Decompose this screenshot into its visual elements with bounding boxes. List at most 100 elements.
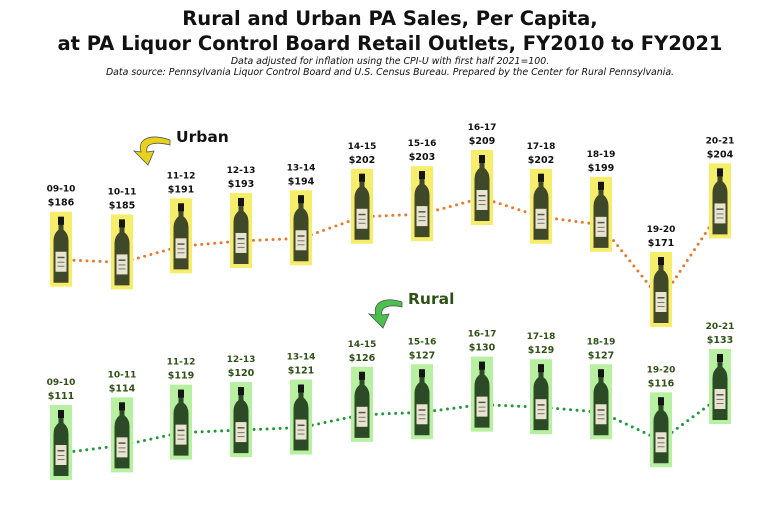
data-point: 16-17 $130 xyxy=(468,330,497,432)
category-label: 14-15 xyxy=(348,142,377,152)
data-point: 20-21 $204 xyxy=(706,136,735,239)
data-point: 17-18 $202 xyxy=(527,142,556,244)
bottle-label-text xyxy=(118,268,126,270)
bottle-label-text xyxy=(716,208,724,210)
bottle-label-text xyxy=(597,409,605,411)
chart-title-line-2: at PA Liquor Control Board Retail Outlet… xyxy=(57,32,723,55)
data-label: $130 xyxy=(469,343,496,354)
bottle-label-text xyxy=(57,256,65,259)
bottle-label-text xyxy=(478,204,486,205)
bottle-label-text xyxy=(297,244,305,246)
bottle-foil xyxy=(419,369,425,378)
bottle-label-text xyxy=(358,218,366,220)
bottle-label-text xyxy=(297,240,305,242)
data-point: 10-11 $114 xyxy=(108,370,137,473)
bottle-foil xyxy=(119,402,125,411)
bottle-label-text xyxy=(537,409,545,411)
bottle-foil xyxy=(238,197,244,206)
data-point: 12-13 $193 xyxy=(227,166,256,268)
data-point: 19-20 $171 xyxy=(647,225,676,327)
bottle-label-text xyxy=(537,222,545,224)
category-label: 13-14 xyxy=(287,163,316,173)
bottle-foil xyxy=(298,195,304,204)
chart-subtitle-line-2: Data source: Pennsylvania Liquor Control… xyxy=(105,67,675,78)
bottle-label-text xyxy=(118,447,126,449)
category-label: 15-16 xyxy=(408,337,437,347)
category-label: 10-11 xyxy=(108,187,137,197)
category-label: 17-18 xyxy=(527,142,556,152)
data-label: $111 xyxy=(48,391,74,402)
data-label: $127 xyxy=(588,350,614,361)
bottle-foil xyxy=(58,410,64,418)
data-point: 12-13 $120 xyxy=(227,355,255,458)
category-label: 19-20 xyxy=(647,365,676,375)
bottle-label-text xyxy=(418,409,426,411)
category-label: 15-16 xyxy=(408,139,437,149)
bottle-foil xyxy=(298,384,304,393)
bottle-label-text xyxy=(57,455,65,456)
bottle-label-text xyxy=(57,459,65,460)
bottle-foil xyxy=(717,354,723,362)
category-label: 20-21 xyxy=(706,322,735,332)
data-point: 13-14 $121 xyxy=(287,353,315,455)
bottle-label-text xyxy=(177,429,185,432)
bottle-label-text xyxy=(177,438,185,440)
legend-label-rural: Rural xyxy=(408,290,454,308)
bottle-label-text xyxy=(237,237,245,240)
category-label: 18-19 xyxy=(587,337,616,347)
category-label: 18-19 xyxy=(587,150,616,160)
bottle-label-text xyxy=(118,442,126,444)
bottle-label-text xyxy=(358,420,366,422)
bottle-label-text xyxy=(657,302,665,303)
data-point: 10-11 $185 xyxy=(108,187,137,290)
bottle-label-text xyxy=(57,450,65,452)
bottle-foil xyxy=(598,181,604,190)
data-label: $129 xyxy=(528,345,554,356)
bottle-foil xyxy=(359,371,365,380)
data-label: $193 xyxy=(228,179,254,190)
category-label: 09-10 xyxy=(47,185,76,195)
bottle-foil xyxy=(238,387,244,396)
bottle-label-text xyxy=(537,413,545,415)
bottle-foil xyxy=(598,369,604,378)
data-point: 09-10 $111 xyxy=(47,378,75,480)
bottle-label-text xyxy=(657,446,665,448)
bottle-foil xyxy=(178,389,184,398)
bottle-label-text xyxy=(657,437,665,439)
category-label: 12-13 xyxy=(227,166,256,176)
data-point: 14-15 $126 xyxy=(348,340,376,442)
data-label: $171 xyxy=(648,238,674,249)
category-label: 10-11 xyxy=(108,370,137,380)
category-label: 20-21 xyxy=(706,136,735,146)
data-point: 09-10 $186 xyxy=(47,185,76,287)
category-label: 16-17 xyxy=(468,123,497,133)
bottle-label-text xyxy=(597,418,605,420)
bottle-label-text xyxy=(478,410,486,412)
bottle-foil xyxy=(479,155,485,163)
bottle-label-text xyxy=(418,418,426,420)
bottle-label-text xyxy=(716,403,724,404)
bottle-label-text xyxy=(57,265,65,267)
data-point: 18-19 $127 xyxy=(587,337,616,440)
bottle-label-text xyxy=(716,217,724,219)
bottle-label-text xyxy=(358,213,366,216)
data-label: $114 xyxy=(109,383,136,394)
bottle-label-text xyxy=(57,261,65,263)
bottle-label-text xyxy=(537,218,545,220)
data-label: $186 xyxy=(48,198,75,209)
data-label: $194 xyxy=(288,176,315,187)
callout-arrow xyxy=(132,136,171,166)
bottle-label-text xyxy=(657,297,665,299)
category-label: 16-17 xyxy=(468,330,497,340)
data-label: $209 xyxy=(469,136,495,147)
chart-title-line-1: Rural and Urban PA Sales, Per Capita, xyxy=(182,7,598,30)
series-rural: 09-10 $111 10-11 $114 11-12 $119 12-13 $120 13-1… xyxy=(47,322,735,480)
bottle-label-text xyxy=(716,394,724,396)
bottle-foil xyxy=(419,171,425,180)
category-label: 19-20 xyxy=(647,225,676,235)
bottle-foil xyxy=(479,361,485,370)
bottle-label-text xyxy=(358,222,366,224)
bottle-label-text xyxy=(478,406,486,408)
